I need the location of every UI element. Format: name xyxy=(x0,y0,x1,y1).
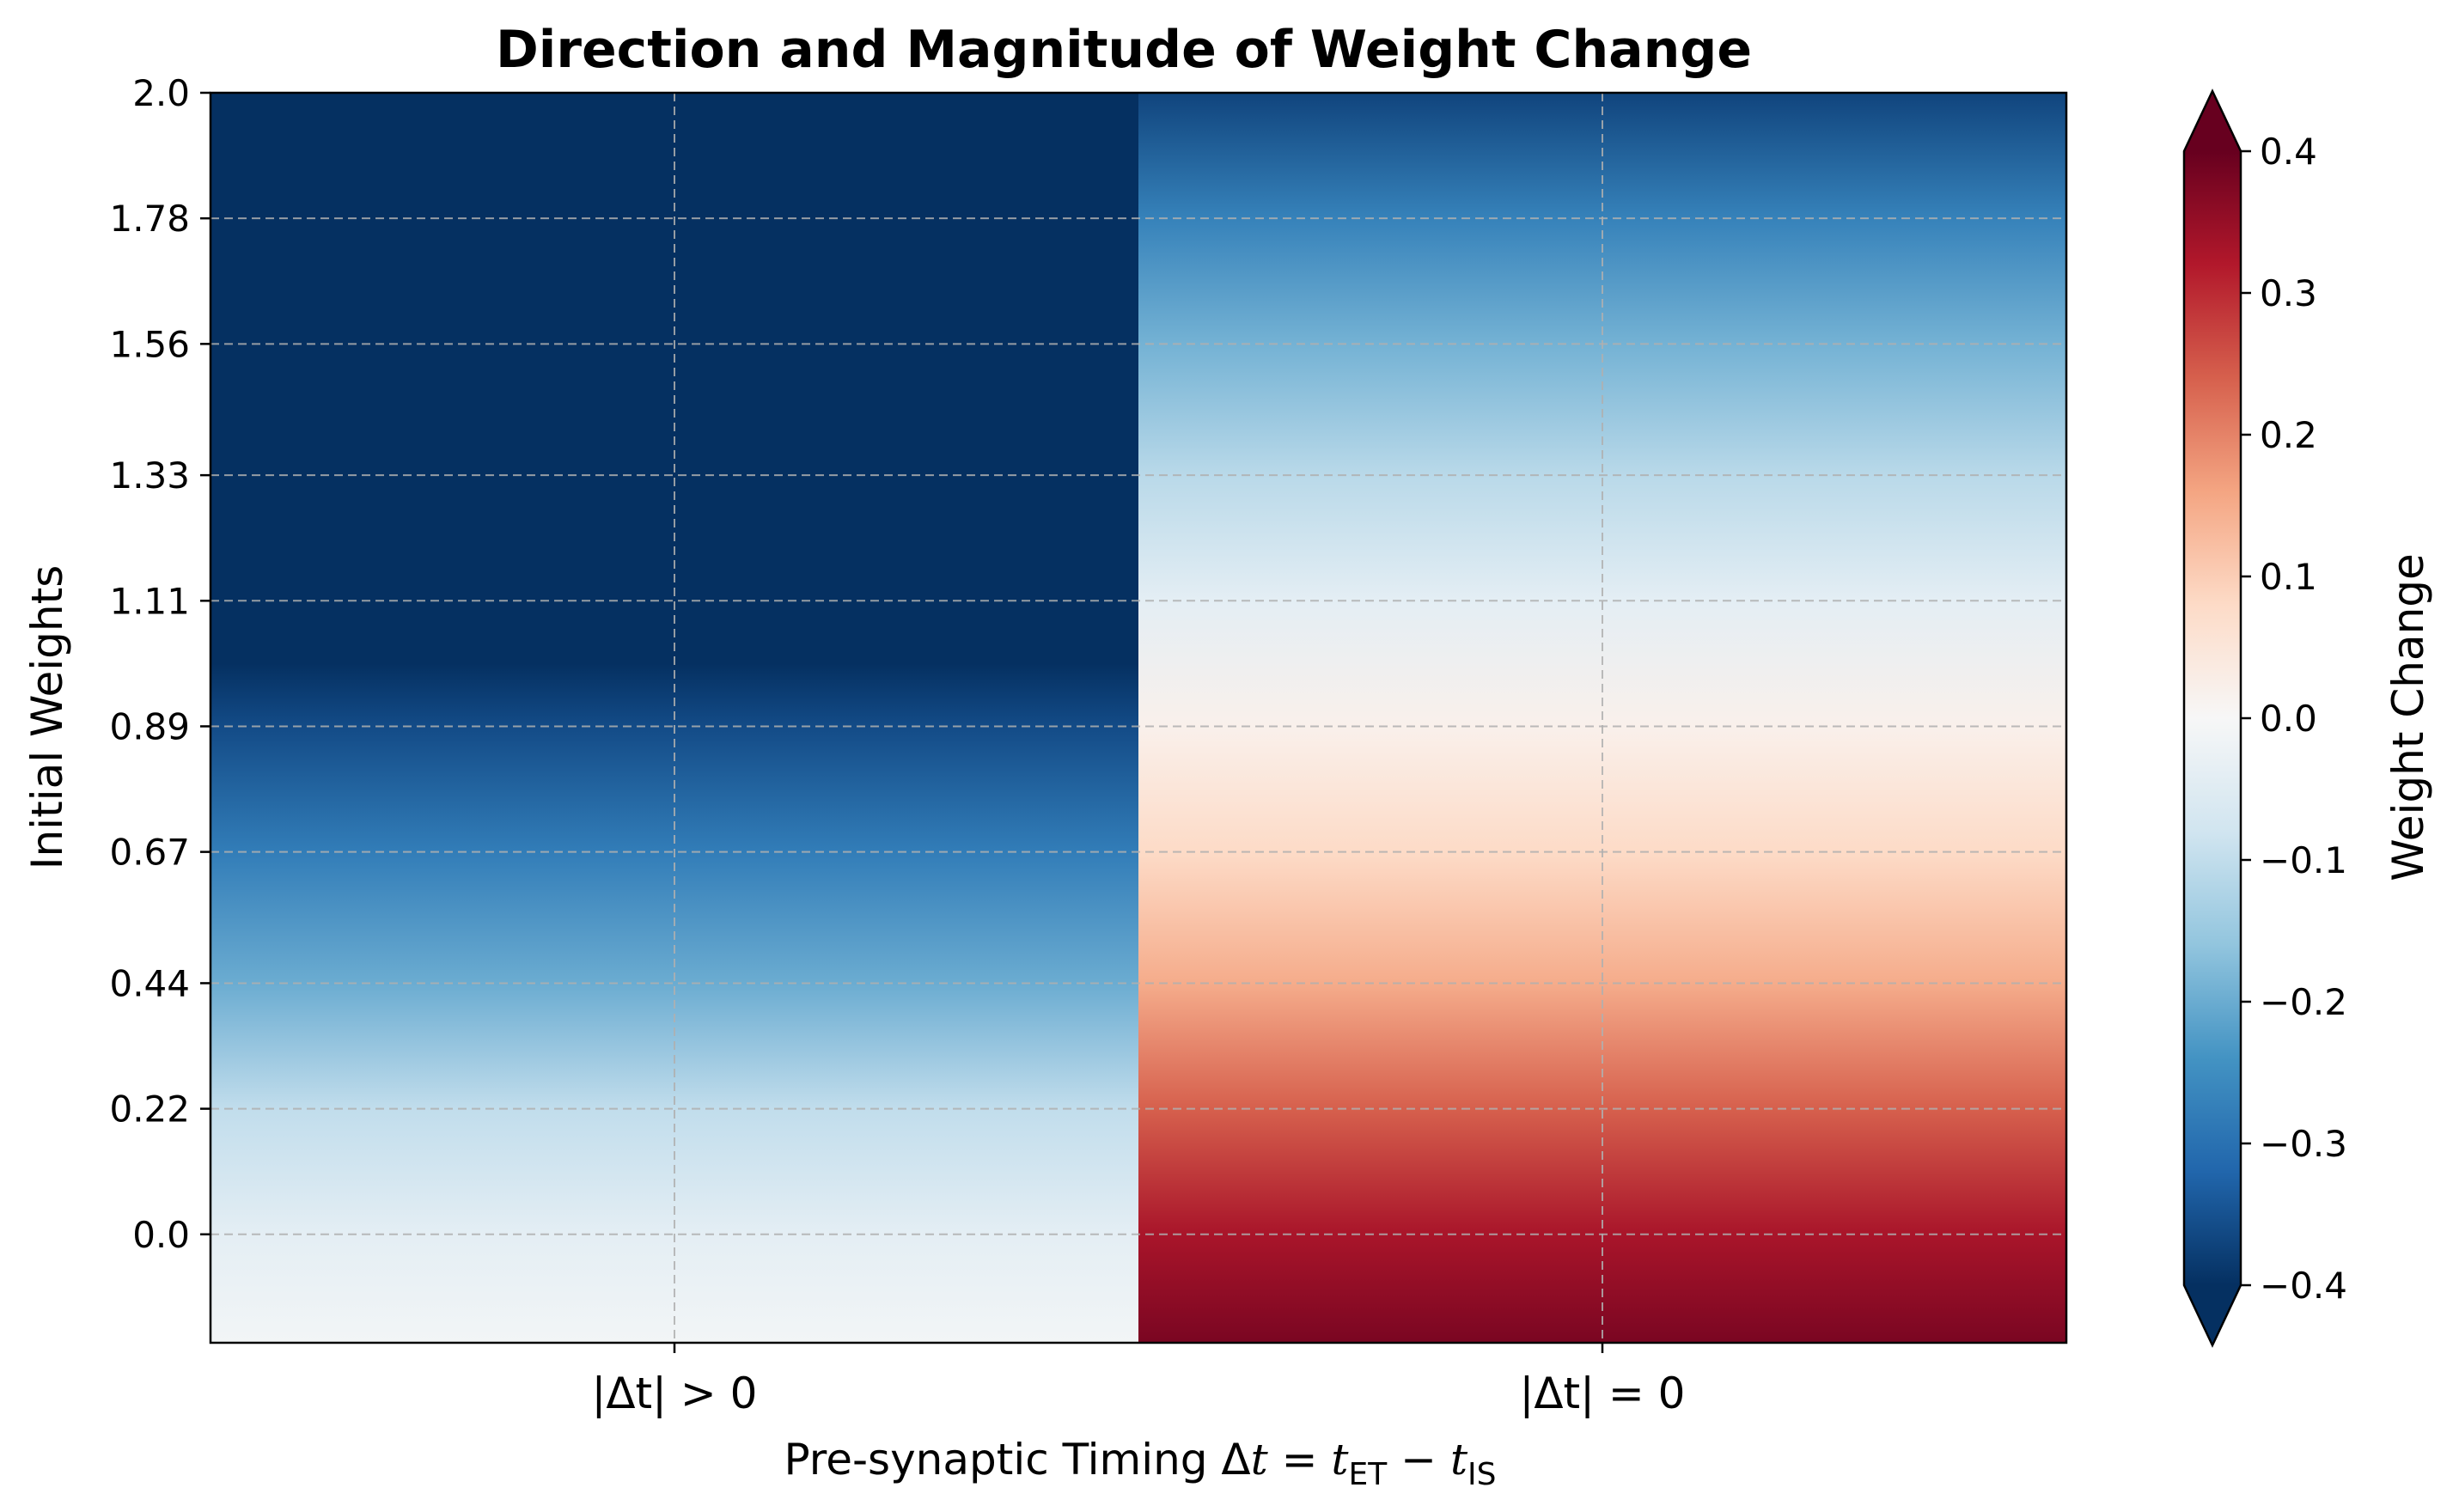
y-axis-label: Initial Weights xyxy=(22,565,72,870)
colorbar-extend-bottom xyxy=(2184,1285,2241,1345)
chart-title: Direction and Magnitude of Weight Change xyxy=(496,20,1752,80)
y-tick-label: 0.67 xyxy=(109,832,190,874)
colorbar-tick-label: −0.3 xyxy=(2260,1123,2347,1165)
colorbar-tick-label: 0.3 xyxy=(2260,272,2317,314)
grid xyxy=(211,92,2066,1343)
y-axis: 0.0 0.22 0.44 0.67 0.89 1.11 1.33 1.56 1.78 2.0 xyxy=(109,72,211,1256)
x-axis-label: Pre-synaptic Timing Δt = tET − tIS xyxy=(784,1435,1496,1492)
colorbar: −0.4 −0.3 −0.2 −0.1 0.0 0.1 0.2 0.3 0.4 xyxy=(2182,88,2347,1348)
colorbar-tick-label: −0.2 xyxy=(2260,981,2347,1023)
x-axis: |Δt| > 0 |Δt| = 0 xyxy=(592,1343,1686,1418)
y-tick-label: 2.0 xyxy=(132,72,190,114)
x-tick-label: |Δt| > 0 xyxy=(592,1369,758,1418)
colorbar-tick-label: 0.4 xyxy=(2260,131,2317,173)
colorbar-tick-label: 0.1 xyxy=(2260,556,2317,598)
x-tick-label: |Δt| = 0 xyxy=(1520,1369,1686,1418)
y-tick-label: 1.33 xyxy=(109,454,190,497)
y-tick-label: 0.44 xyxy=(109,962,190,1004)
colorbar-extend-top xyxy=(2184,91,2241,151)
y-tick-label: 0.89 xyxy=(109,705,190,747)
colorbar-tick-label: 0.0 xyxy=(2260,698,2317,740)
colorbar-tick-label: 0.2 xyxy=(2260,414,2317,456)
y-tick-label: 1.78 xyxy=(109,198,190,240)
y-tick-label: 1.11 xyxy=(109,580,190,622)
plot-frame xyxy=(209,91,2068,1344)
colorbar-tick-label: −0.4 xyxy=(2260,1265,2347,1307)
colorbar-gradient xyxy=(2184,151,2241,1285)
y-tick-label: 0.22 xyxy=(109,1088,190,1131)
colorbar-tick-label: −0.1 xyxy=(2260,839,2347,881)
colorbar-label: Weight Change xyxy=(2383,553,2433,881)
heatmap-cells xyxy=(211,93,2066,1343)
y-tick-label: 1.56 xyxy=(109,323,190,365)
y-tick-label: 0.0 xyxy=(132,1214,190,1256)
